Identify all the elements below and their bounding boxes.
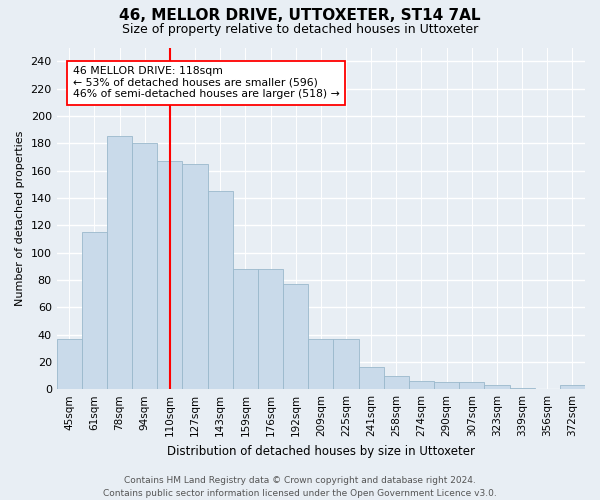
Bar: [560, 385, 585, 389]
Bar: [233, 269, 258, 389]
Bar: [384, 376, 409, 389]
Bar: [258, 269, 283, 389]
Text: 46, MELLOR DRIVE, UTTOXETER, ST14 7AL: 46, MELLOR DRIVE, UTTOXETER, ST14 7AL: [119, 8, 481, 22]
Bar: [132, 143, 157, 389]
Bar: [459, 382, 484, 389]
Y-axis label: Number of detached properties: Number of detached properties: [15, 130, 25, 306]
X-axis label: Distribution of detached houses by size in Uttoxeter: Distribution of detached houses by size …: [167, 444, 475, 458]
Bar: [157, 161, 182, 389]
Text: Contains HM Land Registry data © Crown copyright and database right 2024.
Contai: Contains HM Land Registry data © Crown c…: [103, 476, 497, 498]
Bar: [56, 338, 82, 389]
Bar: [484, 385, 509, 389]
Bar: [434, 382, 459, 389]
Bar: [509, 388, 535, 389]
Bar: [182, 164, 208, 389]
Bar: [409, 381, 434, 389]
Bar: [82, 232, 107, 389]
Bar: [283, 284, 308, 389]
Text: Size of property relative to detached houses in Uttoxeter: Size of property relative to detached ho…: [122, 22, 478, 36]
Bar: [208, 191, 233, 389]
Bar: [308, 338, 334, 389]
Bar: [107, 136, 132, 389]
Text: 46 MELLOR DRIVE: 118sqm
← 53% of detached houses are smaller (596)
46% of semi-d: 46 MELLOR DRIVE: 118sqm ← 53% of detache…: [73, 66, 339, 100]
Bar: [359, 368, 384, 389]
Bar: [334, 338, 359, 389]
